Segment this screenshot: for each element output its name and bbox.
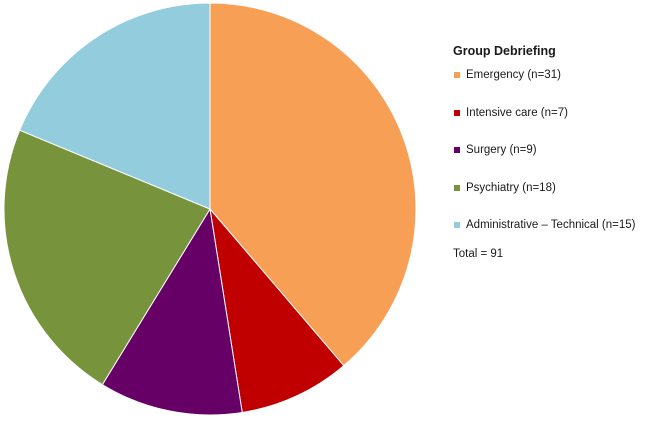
legend-label-administrative-technical: Administrative – Technical (n=15) [466, 219, 636, 232]
legend-item-surgery: Surgery (n=9) [445, 143, 650, 181]
legend-item-administrative-technical: Administrative – Technical (n=15) [445, 218, 650, 256]
legend-label-psychiatry: Psychiatry (n=18) [466, 181, 556, 194]
legend-swatch-surgery [454, 147, 460, 154]
legend-label-intensive-care: Intensive care (n=7) [466, 106, 568, 119]
legend-swatch-intensive-care [454, 109, 460, 116]
legend-label-surgery: Surgery (n=9) [466, 144, 537, 157]
pie-slice-intensive-care [209, 207, 345, 414]
legend-label-emergency: Emergency (n=31) [466, 69, 561, 81]
total-label: Total = 91 [453, 247, 504, 260]
legend-swatch-psychiatry [454, 184, 460, 191]
legend-item-emergency: Emergency (n=31) [445, 68, 650, 106]
legend-swatch-administrative-technical [454, 222, 460, 229]
legend-swatch-emergency [454, 72, 460, 78]
legend: Group Debriefing Emergency (n=31) Intens… [445, 44, 650, 260]
pie-slice-administrative-technical [19, 2, 211, 210]
pie-slice-psychiatry [3, 129, 211, 386]
legend-item-intensive-care: Intensive care (n=7) [445, 106, 650, 144]
pie-slice-surgery [101, 207, 243, 416]
legend-item-psychiatry: Psychiatry (n=18) [445, 181, 650, 219]
pie-slice-emergency [209, 2, 417, 367]
legend-title: Group Debriefing [453, 44, 556, 58]
